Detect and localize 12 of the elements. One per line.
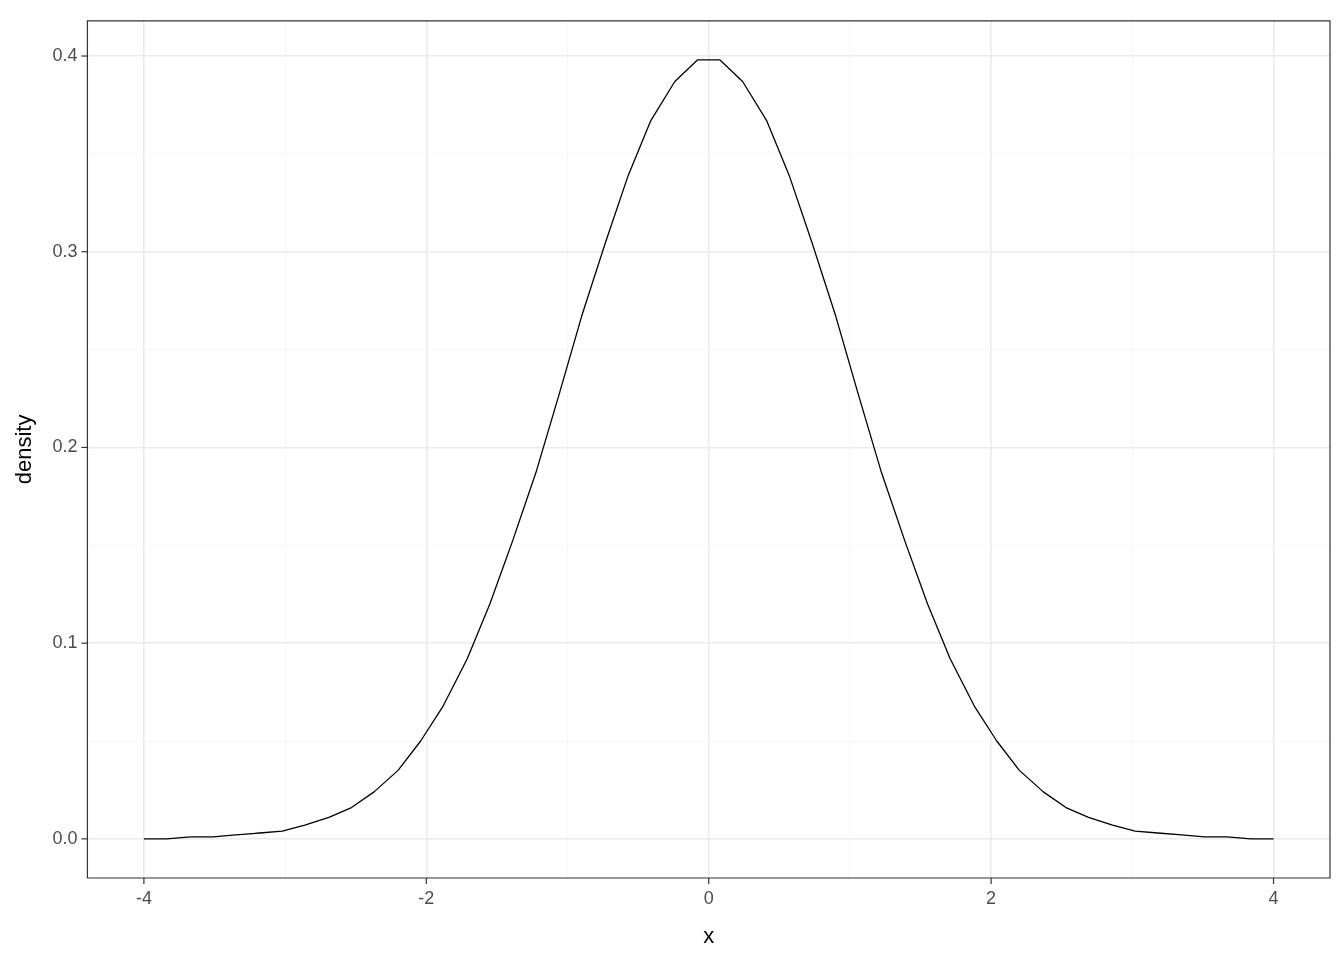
y-axis-title: density: [11, 414, 37, 485]
x-tick-label: -2: [418, 887, 435, 908]
x-tick-label: -4: [135, 887, 152, 908]
y-tick-label: 0.1: [52, 632, 78, 653]
x-tick-label: 4: [1268, 887, 1279, 908]
x-tick-label: 2: [986, 887, 997, 908]
x-axis-title: x: [703, 922, 715, 948]
x-tick-label: 0: [703, 887, 714, 908]
y-tick-label: 0.4: [52, 45, 78, 65]
y-tick-label: 0.0: [52, 827, 78, 848]
y-tick-label: 0.3: [52, 240, 78, 261]
y-tick-label: 0.2: [52, 436, 78, 457]
